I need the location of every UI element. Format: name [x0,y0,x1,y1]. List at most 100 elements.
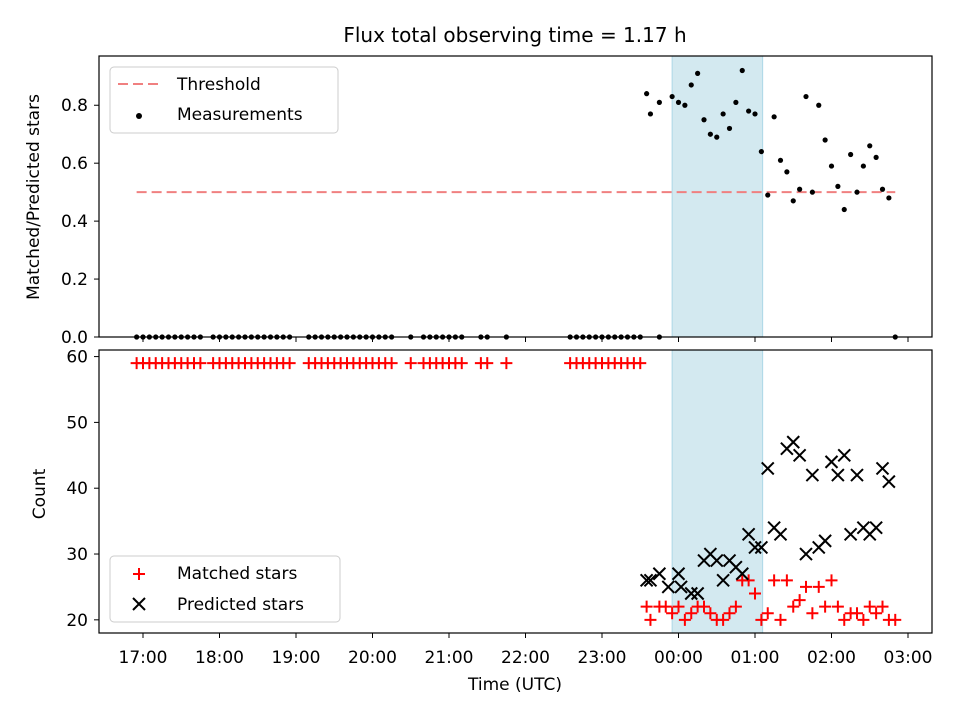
top-x-ticks [142,337,909,342]
chart-title: Flux total observing time = 1.17 h [343,23,686,47]
measurement-point [835,183,841,189]
measurement-point [841,206,847,213]
matched-star-point [500,357,513,370]
measurement-point [886,195,892,201]
measurement-point [784,169,790,175]
legend-predicted-label: Predicted stars [177,595,304,615]
matched-star-point [685,607,698,620]
matched-star-point [761,607,774,620]
matched-star-point [806,607,819,620]
x-tick-label: 22:00 [501,648,550,668]
measurement-point [688,82,694,88]
bottom-panel: 20 30 40 50 60 17:00 18:00 19:00 20:00 21:00 22:0… [30,348,933,668]
matched-star-point [640,600,653,613]
predicted-star-point [843,527,858,541]
measurement-point [682,102,688,108]
matched-star-point [749,587,761,600]
matched-star-point [283,357,296,370]
x-axis-label: Time (UTC) [467,675,562,695]
bottom-y-tick-label: 30 [66,545,88,565]
matched-star-point [385,357,398,370]
top-y-tick-label: 0.2 [61,270,88,290]
matched-stars-points [130,357,902,626]
top-panel: 0.00.20.40.60.8 Matched/Predicted stars … [24,55,933,348]
x-tick-label: 18:00 [195,648,244,668]
predicted-star-point [805,468,820,482]
measurement-point [707,131,713,137]
matched-star-point [819,600,832,613]
predicted-star-point [837,448,851,463]
x-tick-label: 21:00 [425,648,474,668]
bottom-y-ticks: 20 30 40 50 60 [66,348,99,631]
measurement-point [828,163,835,169]
predicted-star-point [786,435,800,449]
measurement-point [822,137,828,143]
predicted-star-point [773,527,788,541]
matched-star-point [194,357,207,370]
matched-star-point [481,357,494,370]
predicted-star-point [831,468,845,482]
measurement-points [134,67,898,340]
predicted-star-point [735,567,749,581]
matched-star-point [825,574,838,587]
predicted-star-point [671,567,686,581]
measurement-point [739,67,745,74]
measurement-point [879,186,886,192]
measurement-point [771,114,777,120]
matched-star-point [800,580,812,593]
predicted-star-point [818,534,832,548]
matched-star-point [678,613,691,626]
matched-star-point [659,600,672,613]
x-tick-label: 01:00 [731,648,780,668]
matched-star-point [838,613,851,626]
matched-star-point [742,574,755,587]
legend-matched-label: Matched stars [177,564,297,584]
measurement-point [644,91,650,97]
measurement-point [777,157,784,163]
matched-star-point [723,607,736,620]
predicted-star-point [684,586,698,601]
measurement-point [746,108,752,114]
matched-star-point [812,580,825,593]
top-y-ticks: 0.0 0.2 0.4 0.6 0.8 [61,96,99,348]
legend-predicted-swatch [132,597,146,611]
measurement-point [854,189,860,195]
matched-star-point [851,607,863,620]
matched-star-point [755,613,768,626]
matched-star-point [768,574,781,587]
measurement-point [669,93,675,100]
measurement-point [860,163,866,169]
predicted-star-point [652,567,667,581]
top-legend-box [109,66,339,134]
measurement-point [675,99,682,105]
measurement-point [720,111,726,117]
x-tick-label: 03:00 [884,648,933,668]
measurement-point [803,93,809,100]
predicted-star-point [748,540,762,555]
bottom-y-tick-label: 20 [66,611,88,631]
top-axes-frame [98,55,933,338]
x-tick-label: 00:00 [654,648,703,668]
measurement-point [816,102,822,108]
measurement-point [758,148,764,155]
top-y-tick-label: 0.0 [61,328,88,348]
matched-star-point [870,607,883,620]
bottom-y-tick-label: 50 [66,413,88,433]
matched-star-point [774,613,787,626]
matched-star-point [644,613,657,626]
matched-star-point [704,607,717,620]
measurement-point [790,198,796,204]
matched-star-point [831,600,844,613]
predicted-star-point [674,580,688,594]
measurement-point [873,154,879,160]
top-legend: Threshold Measurements [109,66,339,134]
top-y-tick-label: 0.8 [61,96,88,116]
matched-star-point [793,594,806,607]
bottom-axes-frame [98,349,933,634]
matched-star-point [717,613,730,626]
top-y-axis-label: Matched/Predicted stars [24,94,44,300]
measurement-point [797,186,803,192]
predicted-star-point [639,573,654,588]
measurement-point [765,192,771,198]
matched-star-point [889,613,902,626]
